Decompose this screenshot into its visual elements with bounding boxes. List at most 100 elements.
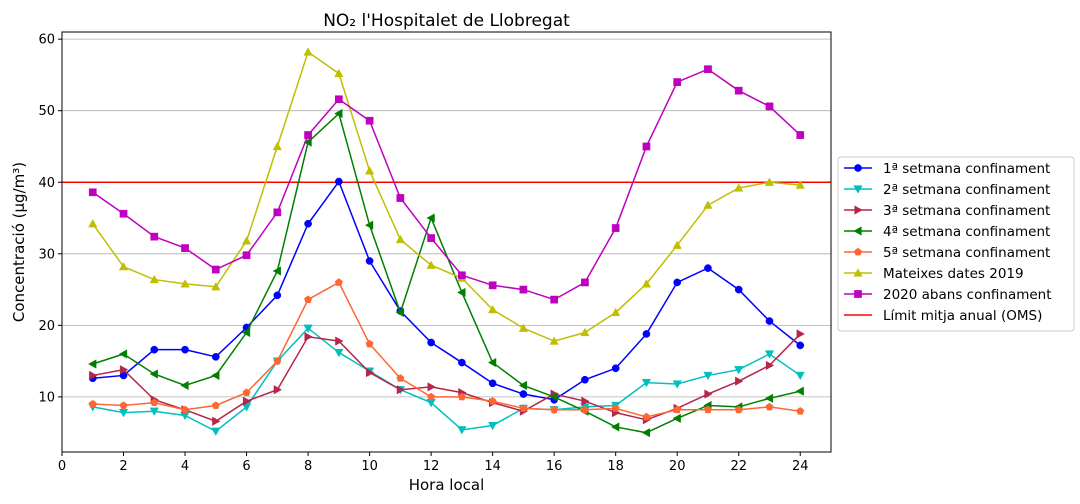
data-point [334, 95, 343, 104]
legend-label: 1ª setmana confinament [883, 161, 1050, 177]
x-tick-label: 0 [58, 459, 66, 474]
data-point [273, 291, 282, 300]
data-point [765, 360, 775, 371]
data-point [273, 356, 282, 365]
data-point [796, 341, 805, 350]
data-point [396, 374, 405, 382]
data-point [764, 177, 775, 186]
plot-frame [61, 31, 832, 453]
data-point [396, 385, 406, 395]
data-point [764, 350, 775, 359]
x-tick-label: 24 [792, 459, 809, 474]
data-point [118, 349, 128, 359]
data-point [212, 416, 221, 426]
data-point [673, 78, 682, 86]
data-point [704, 389, 713, 399]
data-point [211, 282, 221, 291]
data-point [395, 234, 405, 244]
data-point [89, 370, 98, 381]
data-point [580, 405, 589, 414]
data-point [734, 86, 743, 95]
data-point [118, 261, 129, 271]
y-axis-ticks: 10 20 30 40 50 60 [38, 33, 62, 405]
data-point [611, 404, 620, 412]
series-line [92, 112, 801, 434]
y-tick-label: 40 [38, 176, 55, 191]
x-tick-label: 20 [669, 459, 686, 474]
x-tick-label: 18 [607, 459, 624, 474]
data-point [734, 405, 743, 414]
data-point [273, 208, 282, 217]
data-point [549, 336, 559, 345]
data-point [611, 364, 620, 373]
data-point [395, 307, 404, 318]
data-point [211, 427, 221, 436]
data-point [427, 382, 436, 392]
data-point [365, 339, 374, 348]
data-point [672, 380, 682, 389]
data-point [211, 370, 220, 381]
chart-title: NO₂ l'Hospitalet de Llobregat [323, 11, 570, 31]
data-point [581, 396, 590, 406]
data-point [487, 357, 497, 368]
legend-entry: 1ª setmana confinament [844, 161, 1050, 177]
legend-marker [853, 226, 862, 236]
data-point [181, 345, 189, 354]
data-point [88, 399, 97, 408]
x-tick-label: 8 [304, 459, 312, 474]
data-point [457, 392, 466, 401]
data-point [273, 385, 283, 395]
data-point [519, 285, 528, 294]
data-point [580, 327, 590, 337]
data-point [149, 369, 158, 379]
data-point [365, 116, 374, 125]
data-point [703, 200, 713, 209]
data-point [672, 240, 682, 249]
data-point [457, 287, 466, 298]
x-tick-label: 22 [730, 459, 747, 474]
data-point [549, 392, 558, 402]
x-tick-label: 6 [242, 459, 250, 474]
data-point [364, 166, 375, 175]
data-point [796, 407, 805, 415]
data-point [703, 405, 712, 414]
legend-label: 5ª setmana confinament [883, 245, 1050, 261]
data-point [365, 257, 374, 265]
data-point [488, 281, 497, 290]
series-group [88, 47, 805, 438]
data-point [795, 180, 805, 189]
legend-marker [853, 185, 863, 194]
data-point [150, 232, 159, 241]
data-point [641, 378, 652, 388]
data-point [149, 407, 159, 416]
y-tick-label: 30 [38, 247, 55, 262]
data-point [488, 304, 498, 314]
data-point [673, 278, 682, 287]
data-point [458, 358, 466, 367]
data-point [364, 220, 374, 230]
data-point [303, 324, 313, 333]
series-3 [89, 329, 805, 426]
data-point [796, 329, 805, 339]
data-point [704, 65, 712, 74]
data-point [458, 271, 466, 280]
data-point [550, 405, 559, 414]
legend-marker [854, 205, 863, 215]
data-point [150, 345, 159, 354]
data-point [457, 426, 467, 435]
x-tick-label: 14 [484, 459, 501, 474]
data-point [765, 102, 774, 111]
legend-entry: 4ª setmana confinament [844, 224, 1050, 240]
data-point [764, 393, 774, 403]
data-point [150, 398, 159, 407]
data-point [180, 380, 189, 391]
series-line [92, 281, 801, 418]
data-point [181, 405, 190, 414]
data-point [303, 137, 312, 147]
data-point [272, 141, 282, 151]
data-point [181, 244, 189, 252]
x-tick-label: 10 [361, 459, 378, 474]
data-point [581, 278, 589, 287]
data-point [610, 422, 620, 432]
